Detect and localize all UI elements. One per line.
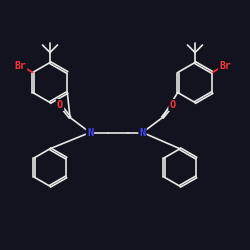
Text: Br: Br — [219, 61, 231, 71]
Text: N: N — [87, 128, 93, 138]
Text: O: O — [170, 100, 175, 110]
Text: O: O — [57, 100, 63, 110]
Text: N: N — [140, 128, 145, 138]
Text: Br: Br — [14, 61, 26, 71]
